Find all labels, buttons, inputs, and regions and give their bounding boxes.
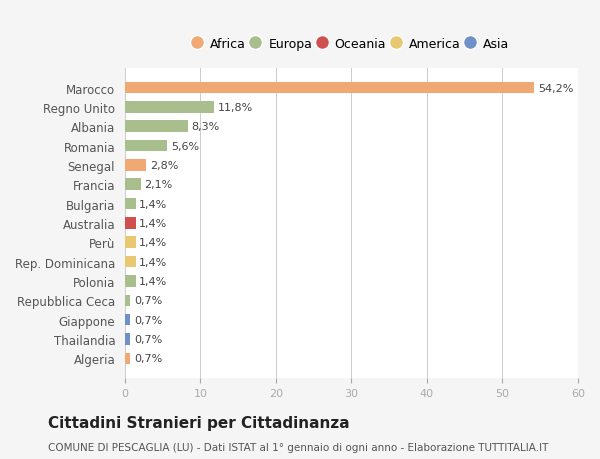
Text: 11,8%: 11,8% xyxy=(218,103,253,112)
Text: 1,4%: 1,4% xyxy=(139,218,167,229)
Text: 54,2%: 54,2% xyxy=(538,84,574,93)
Bar xyxy=(125,218,136,229)
Text: 2,8%: 2,8% xyxy=(150,161,178,171)
Bar xyxy=(125,83,534,94)
Text: 0,7%: 0,7% xyxy=(134,315,162,325)
Bar xyxy=(125,179,141,190)
Bar xyxy=(125,314,130,326)
Bar xyxy=(125,256,136,268)
Text: 8,3%: 8,3% xyxy=(191,122,220,132)
Bar xyxy=(125,295,130,307)
Bar xyxy=(125,102,214,113)
Bar xyxy=(125,121,188,133)
Text: 1,4%: 1,4% xyxy=(139,257,167,267)
Text: 1,4%: 1,4% xyxy=(139,199,167,209)
Text: 0,7%: 0,7% xyxy=(134,296,162,306)
Text: 0,7%: 0,7% xyxy=(134,334,162,344)
Text: Cittadini Stranieri per Cittadinanza: Cittadini Stranieri per Cittadinanza xyxy=(48,415,350,430)
Bar xyxy=(125,353,130,364)
Bar xyxy=(125,237,136,248)
Text: 1,4%: 1,4% xyxy=(139,276,167,286)
Text: 2,1%: 2,1% xyxy=(145,180,173,190)
Legend: Africa, Europa, Oceania, America, Asia: Africa, Europa, Oceania, America, Asia xyxy=(190,34,513,55)
Bar xyxy=(125,334,130,345)
Bar xyxy=(125,275,136,287)
Bar xyxy=(125,140,167,152)
Text: 5,6%: 5,6% xyxy=(171,141,199,151)
Text: 1,4%: 1,4% xyxy=(139,238,167,248)
Text: 0,7%: 0,7% xyxy=(134,353,162,364)
Text: COMUNE DI PESCAGLIA (LU) - Dati ISTAT al 1° gennaio di ogni anno - Elaborazione : COMUNE DI PESCAGLIA (LU) - Dati ISTAT al… xyxy=(48,442,548,452)
Bar xyxy=(125,160,146,171)
Bar xyxy=(125,198,136,210)
